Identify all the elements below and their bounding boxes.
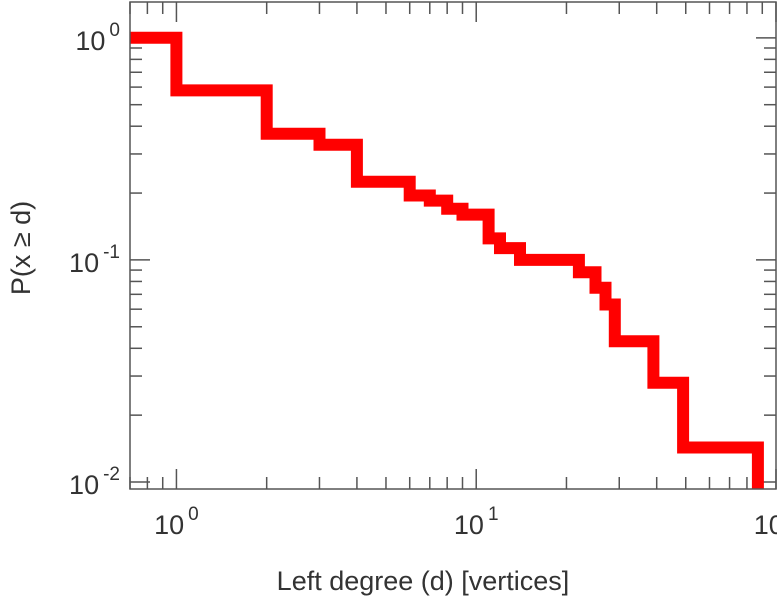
y-tick-base: 10 (75, 26, 105, 56)
y-tick-label: 10 -1 (69, 242, 120, 278)
y-tick-label: 10 0 (75, 20, 120, 56)
x-tick-base: 10 (154, 510, 184, 540)
y-tick-label: 10 -2 (69, 464, 120, 500)
x-tick-labels: 100101102 (154, 504, 777, 540)
y-tick-base: 10 (69, 470, 99, 500)
series-step-line (130, 31, 764, 489)
x-tick-label: 102 (754, 504, 777, 540)
x-tick-label: 10 1 (454, 504, 499, 540)
x-tick-base: 10 (454, 510, 484, 540)
y-tick-exponent: -2 (103, 464, 120, 485)
x-tick-exponent: 1 (488, 504, 499, 525)
minor-ticks (129, 2, 776, 489)
x-tick-label: 10 0 (154, 504, 199, 540)
x-tick-exponent: 0 (188, 504, 199, 525)
y-axis-label: P(x ≥ d) (6, 201, 36, 295)
x-tick-base: 10 (754, 510, 777, 540)
plot-frame (129, 1, 777, 490)
y-tick-base: 10 (69, 248, 99, 278)
x-axis-label: Left degree (d) [vertices] (277, 566, 570, 596)
y-tick-exponent: 0 (109, 20, 120, 41)
y-tick-exponent: -1 (103, 242, 120, 263)
